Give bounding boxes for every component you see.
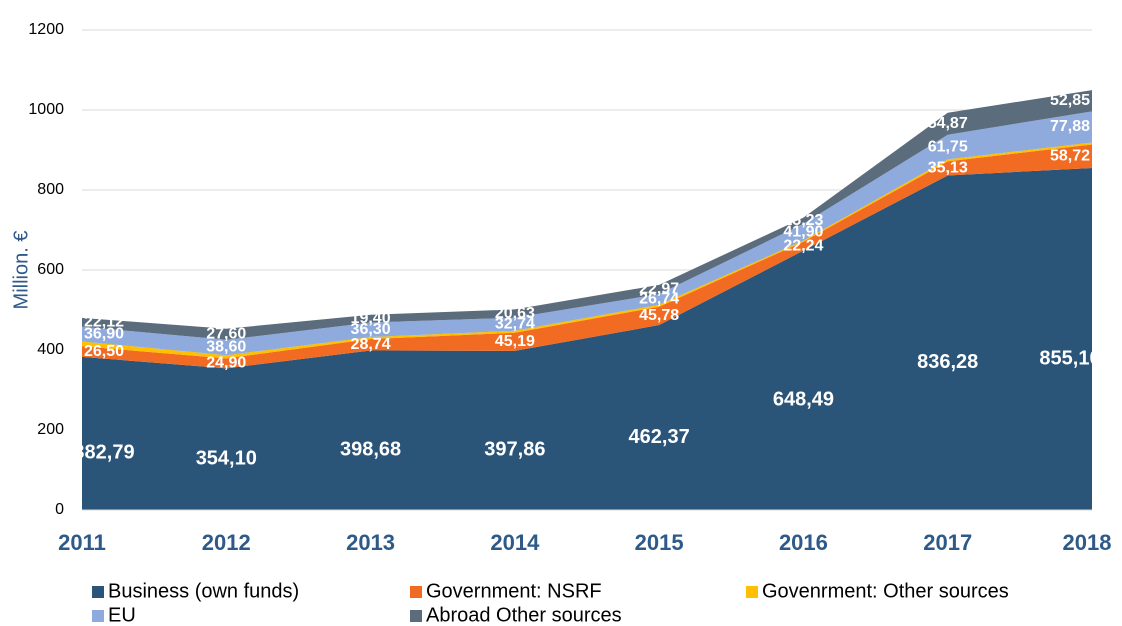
legend-swatch	[92, 610, 104, 622]
y-axis-label: Million. €	[10, 231, 32, 310]
area	[82, 90, 1092, 340]
x-tick-label: 2011	[58, 530, 106, 555]
legend-swatch	[410, 610, 422, 622]
x-tick-label: 2012	[202, 530, 251, 555]
area	[82, 144, 1092, 369]
data-label: 354,10	[196, 447, 257, 469]
data-label: 24,90	[206, 355, 246, 372]
data-label: 382,79	[73, 442, 134, 464]
data-label: 462,37	[629, 426, 690, 448]
y-tick-label: 800	[37, 181, 64, 198]
data-label: 20,63	[495, 305, 535, 322]
data-label: 45,19	[495, 333, 535, 350]
x-tick-label: 2018	[1063, 530, 1112, 555]
legend-swatch	[92, 586, 104, 598]
data-label: 398,68	[340, 439, 401, 461]
data-label: 648,49	[773, 389, 834, 411]
x-tick-label: 2013	[346, 530, 395, 555]
legend-label: Govenrment: Other sources	[762, 580, 1009, 602]
legend-swatch	[410, 586, 422, 598]
data-label: 36,30	[351, 321, 391, 338]
y-tick-label: 1200	[28, 21, 64, 38]
y-tick-label: 600	[37, 261, 64, 278]
data-label: 58,72	[1050, 147, 1090, 164]
data-label: 36,90	[84, 325, 124, 342]
legend-label: EU	[108, 604, 136, 626]
data-label: 32,74	[495, 315, 535, 332]
data-label: 35,13	[928, 160, 968, 177]
data-label: 41,90	[783, 223, 823, 240]
data-label: 52,85	[1050, 92, 1090, 109]
area	[82, 167, 1092, 510]
y-tick-label: 400	[37, 341, 64, 358]
x-tick-label: 2014	[490, 530, 540, 555]
data-label: 397,86	[484, 439, 545, 461]
data-label: 61,75	[928, 138, 968, 155]
data-label: 22,12	[84, 314, 124, 331]
y-tick-label: 1000	[28, 101, 64, 118]
data-label: 38,60	[206, 339, 246, 356]
x-tick-label: 2016	[779, 530, 828, 555]
legend-label: Business (own funds)	[108, 580, 299, 602]
data-label: 26,74	[639, 291, 679, 308]
data-label: 19,40	[351, 310, 391, 327]
legend-swatch	[746, 586, 758, 598]
data-label: 27,60	[206, 325, 246, 342]
y-tick-label: 0	[55, 501, 64, 518]
data-label: 836,28	[917, 351, 978, 373]
legend-label: Abroad Other sources	[426, 604, 622, 626]
y-tick-label: 200	[37, 421, 64, 438]
data-label: 54,87	[928, 115, 968, 132]
data-label: 45,78	[639, 307, 679, 324]
x-tick-label: 2015	[635, 530, 684, 555]
area	[82, 111, 1092, 356]
data-label: 855,10	[1039, 347, 1100, 369]
data-label: 28,74	[351, 336, 391, 353]
data-label: 15,23	[783, 212, 823, 229]
legend-label: Government: NSRF	[426, 580, 602, 602]
x-tick-label: 2017	[923, 530, 972, 555]
data-label: 77,88	[1050, 118, 1090, 135]
data-label: 22,97	[639, 281, 679, 298]
data-label: 22,24	[783, 237, 823, 254]
data-label: 26,50	[84, 343, 124, 360]
